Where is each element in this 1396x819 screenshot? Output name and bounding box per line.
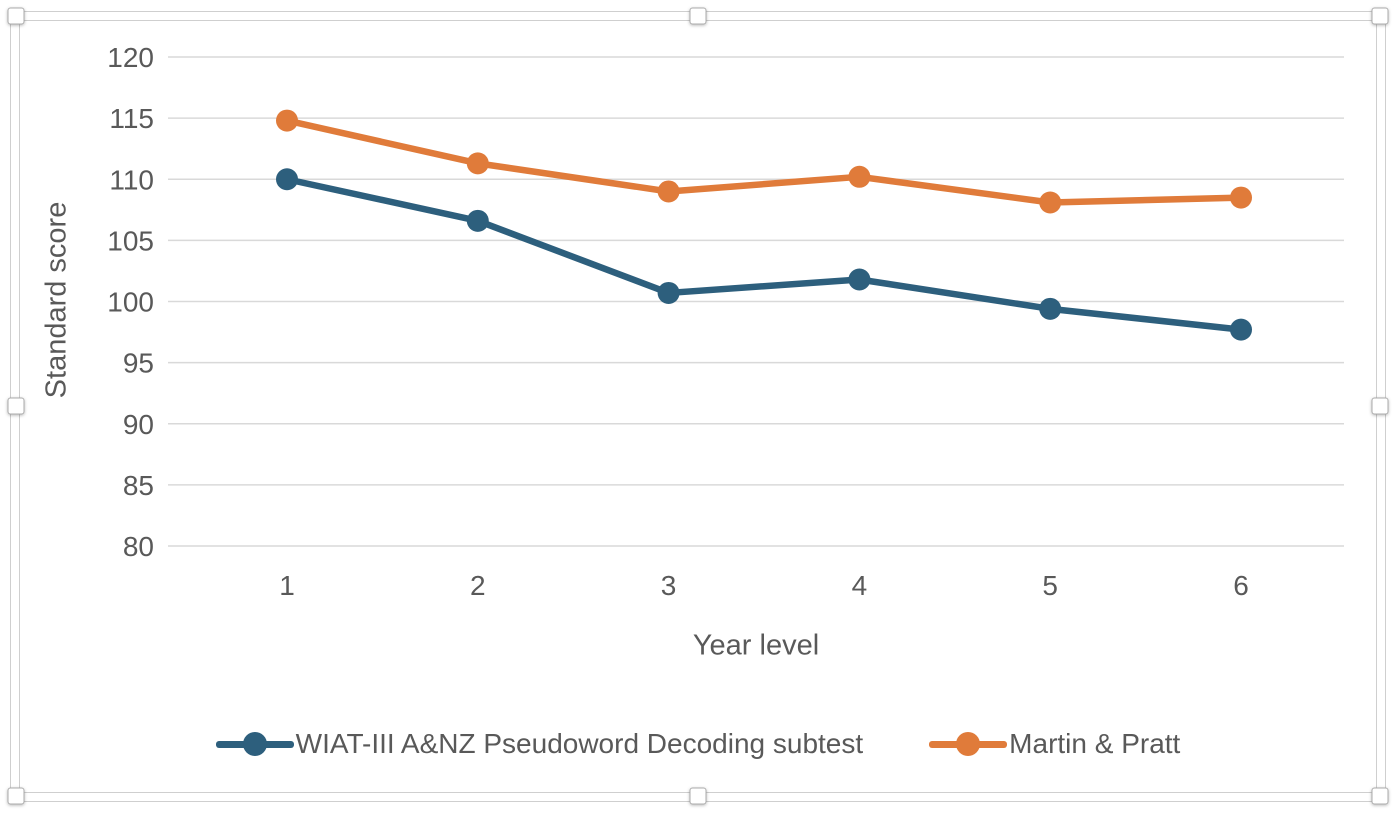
series-1-point-4[interactable] <box>848 165 871 188</box>
series-1-point-3[interactable] <box>657 180 680 203</box>
y-tick-label-80[interactable]: 80 <box>123 531 154 562</box>
selection-handle-top-center[interactable] <box>689 7 707 25</box>
x-tick-label-2[interactable]: 2 <box>470 570 486 601</box>
legend: WIAT-III A&NZ Pseudoword Decoding subtes… <box>0 722 1396 766</box>
y-tick-label-85[interactable]: 85 <box>123 470 154 501</box>
series-0-point-5[interactable] <box>1039 297 1062 320</box>
legend-marker-line-martin-pratt <box>929 732 1008 756</box>
plot-area: 80 85 90 95 100 105 110 115 120 1 2 3 4 5 6 <box>107 42 1344 601</box>
series-0-point-3[interactable] <box>657 281 680 304</box>
series-0-point-2[interactable] <box>466 209 489 232</box>
legend-label-wiat: WIAT-III A&NZ Pseudoword Decoding subtes… <box>295 728 864 759</box>
series-1-point-1[interactable] <box>276 109 298 132</box>
x-tick-label-1[interactable]: 1 <box>279 570 295 601</box>
series-1-point-2[interactable] <box>466 152 489 175</box>
legend-item-martin-pratt[interactable]: Martin & Pratt <box>929 728 1180 760</box>
y-tick-label-105[interactable]: 105 <box>107 225 154 256</box>
x-tick-label-3[interactable]: 3 <box>661 570 677 601</box>
series-1-point-5[interactable] <box>1039 191 1062 214</box>
x-tick-label-4[interactable]: 4 <box>852 570 868 601</box>
series-0-point-1[interactable] <box>276 168 298 191</box>
y-tick-label-110[interactable]: 110 <box>109 164 154 195</box>
selection-handle-bottom-center[interactable] <box>689 787 707 805</box>
selection-handle-top-right[interactable] <box>1371 7 1389 25</box>
legend-marker-line-wiat <box>215 732 294 756</box>
legend-label-martin-pratt: Martin & Pratt <box>1009 728 1181 759</box>
y-tick-label-115[interactable]: 115 <box>109 103 154 134</box>
y-tick-label-90[interactable]: 90 <box>123 409 154 440</box>
x-axis-title[interactable]: Year level <box>692 629 820 662</box>
y-tick-label-95[interactable]: 95 <box>123 348 154 379</box>
y-tick-label-120[interactable]: 120 <box>107 42 154 73</box>
series-line-1[interactable] <box>283 117 1245 206</box>
series-line-0[interactable] <box>283 176 1245 333</box>
y-tick-label-100[interactable]: 100 <box>107 287 154 318</box>
series-1-point-6[interactable] <box>1230 186 1252 209</box>
x-tick-label-6[interactable]: 6 <box>1233 570 1249 601</box>
x-tick-label-5[interactable]: 5 <box>1042 570 1058 601</box>
y-axis-title[interactable]: Standard score <box>40 201 73 399</box>
legend-marker-dot-icon <box>956 732 981 756</box>
series-0-point-6[interactable] <box>1230 318 1252 341</box>
selection-handle-top-left[interactable] <box>7 7 25 25</box>
series-0-point-4[interactable] <box>848 268 871 291</box>
selection-handle-right-middle[interactable] <box>1371 397 1389 415</box>
legend-item-wiat[interactable]: WIAT-III A&NZ Pseudoword Decoding subtes… <box>215 728 864 760</box>
legend-marker-dot-icon <box>242 732 267 756</box>
selection-handle-left-middle[interactable] <box>7 397 25 415</box>
selection-handle-bottom-left[interactable] <box>7 787 25 805</box>
selection-handle-bottom-right[interactable] <box>1371 787 1389 805</box>
